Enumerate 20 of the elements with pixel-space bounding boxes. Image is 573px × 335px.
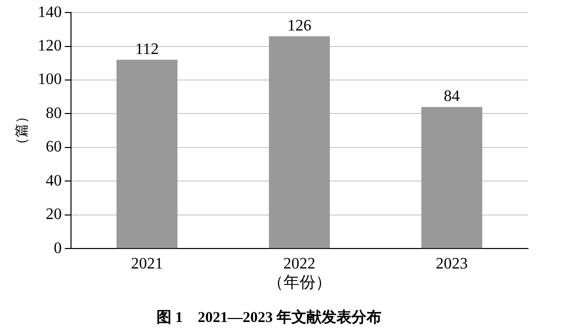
x-tick-label: 2021	[131, 255, 163, 272]
data-label: 126	[287, 17, 312, 34]
y-axis-title: （篇）	[14, 110, 30, 152]
y-tick-label: 100	[38, 71, 62, 88]
x-tick-label: 2022	[283, 255, 316, 272]
text: 图 1 2021—2023 年文献发表分布	[156, 308, 382, 326]
y-tick-label: 80	[46, 104, 62, 122]
bar	[116, 60, 178, 248]
x-axis-title: （年份）	[267, 274, 332, 292]
y-tick-label: 60	[46, 138, 62, 156]
data-label: 112	[135, 41, 159, 58]
bar	[268, 36, 330, 248]
x-tick-label: 2023	[436, 255, 468, 272]
data-label: 84	[444, 88, 460, 106]
y-tick-label: 0	[54, 240, 62, 257]
y-tick-label: 20	[46, 206, 62, 224]
y-tick-label: 120	[38, 38, 62, 55]
bar	[421, 107, 482, 248]
y-tick-label: 140	[38, 4, 62, 21]
y-tick-label: 40	[46, 172, 62, 190]
